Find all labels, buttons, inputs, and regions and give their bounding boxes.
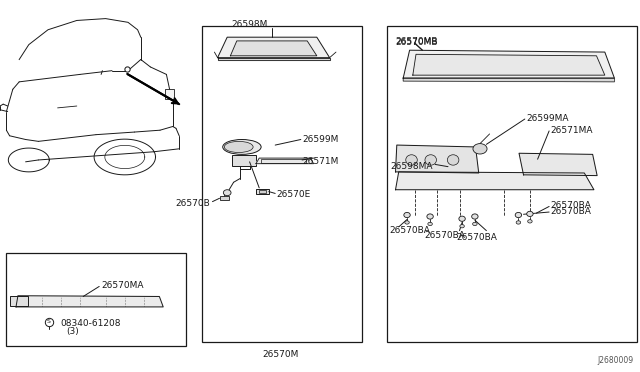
Bar: [202, 26, 362, 342]
Text: 26570B: 26570B: [175, 199, 210, 208]
Text: 26570BA: 26570BA: [550, 207, 591, 216]
Text: J2680009: J2680009: [598, 356, 634, 365]
Ellipse shape: [428, 222, 433, 225]
Ellipse shape: [472, 222, 477, 225]
Bar: [10, 296, 28, 306]
Text: S: S: [47, 319, 51, 324]
Ellipse shape: [404, 212, 410, 218]
Text: 26571M: 26571M: [302, 157, 339, 166]
Ellipse shape: [515, 212, 522, 218]
Ellipse shape: [225, 141, 253, 153]
Text: 26598M: 26598M: [232, 20, 268, 29]
Ellipse shape: [223, 190, 231, 196]
Bar: [387, 26, 637, 342]
Text: 26570M: 26570M: [262, 350, 298, 359]
Bar: [261, 159, 306, 163]
Ellipse shape: [427, 214, 433, 219]
Bar: [6, 253, 186, 346]
Ellipse shape: [425, 155, 436, 165]
Polygon shape: [218, 58, 330, 60]
Polygon shape: [396, 172, 594, 190]
Polygon shape: [396, 145, 479, 173]
Text: 26570MB: 26570MB: [396, 38, 438, 46]
Text: (3): (3): [67, 327, 79, 336]
Ellipse shape: [527, 219, 532, 223]
Bar: [165, 89, 174, 99]
Ellipse shape: [447, 155, 459, 165]
Text: 26599MA: 26599MA: [526, 114, 568, 123]
Bar: [220, 196, 229, 200]
Ellipse shape: [404, 221, 410, 224]
Text: 08340-61208: 08340-61208: [60, 319, 121, 328]
Ellipse shape: [460, 224, 465, 228]
Text: 26571MA: 26571MA: [550, 126, 593, 135]
Polygon shape: [403, 50, 614, 78]
Polygon shape: [16, 296, 163, 307]
Text: 26570BA: 26570BA: [456, 233, 497, 242]
Text: 26598MA: 26598MA: [390, 162, 433, 171]
Polygon shape: [519, 153, 597, 176]
Ellipse shape: [472, 214, 478, 219]
Text: 26570BA: 26570BA: [550, 201, 591, 210]
Polygon shape: [403, 78, 614, 82]
Ellipse shape: [527, 211, 533, 217]
Polygon shape: [218, 37, 330, 58]
Bar: [259, 190, 266, 193]
Text: 26570MA: 26570MA: [101, 281, 143, 290]
Ellipse shape: [459, 216, 465, 221]
Text: 26570MB: 26570MB: [396, 37, 438, 46]
Text: 26599M: 26599M: [302, 135, 339, 144]
Text: 26570BA: 26570BA: [389, 226, 430, 235]
Bar: [232, 155, 256, 166]
Text: 26570BA: 26570BA: [424, 231, 465, 240]
Ellipse shape: [473, 144, 487, 154]
Bar: [256, 189, 269, 194]
Text: 26570E: 26570E: [276, 190, 311, 199]
Polygon shape: [256, 158, 314, 164]
Ellipse shape: [223, 140, 261, 154]
Polygon shape: [230, 41, 317, 56]
Ellipse shape: [406, 155, 417, 165]
Polygon shape: [413, 54, 605, 75]
Ellipse shape: [516, 221, 521, 224]
